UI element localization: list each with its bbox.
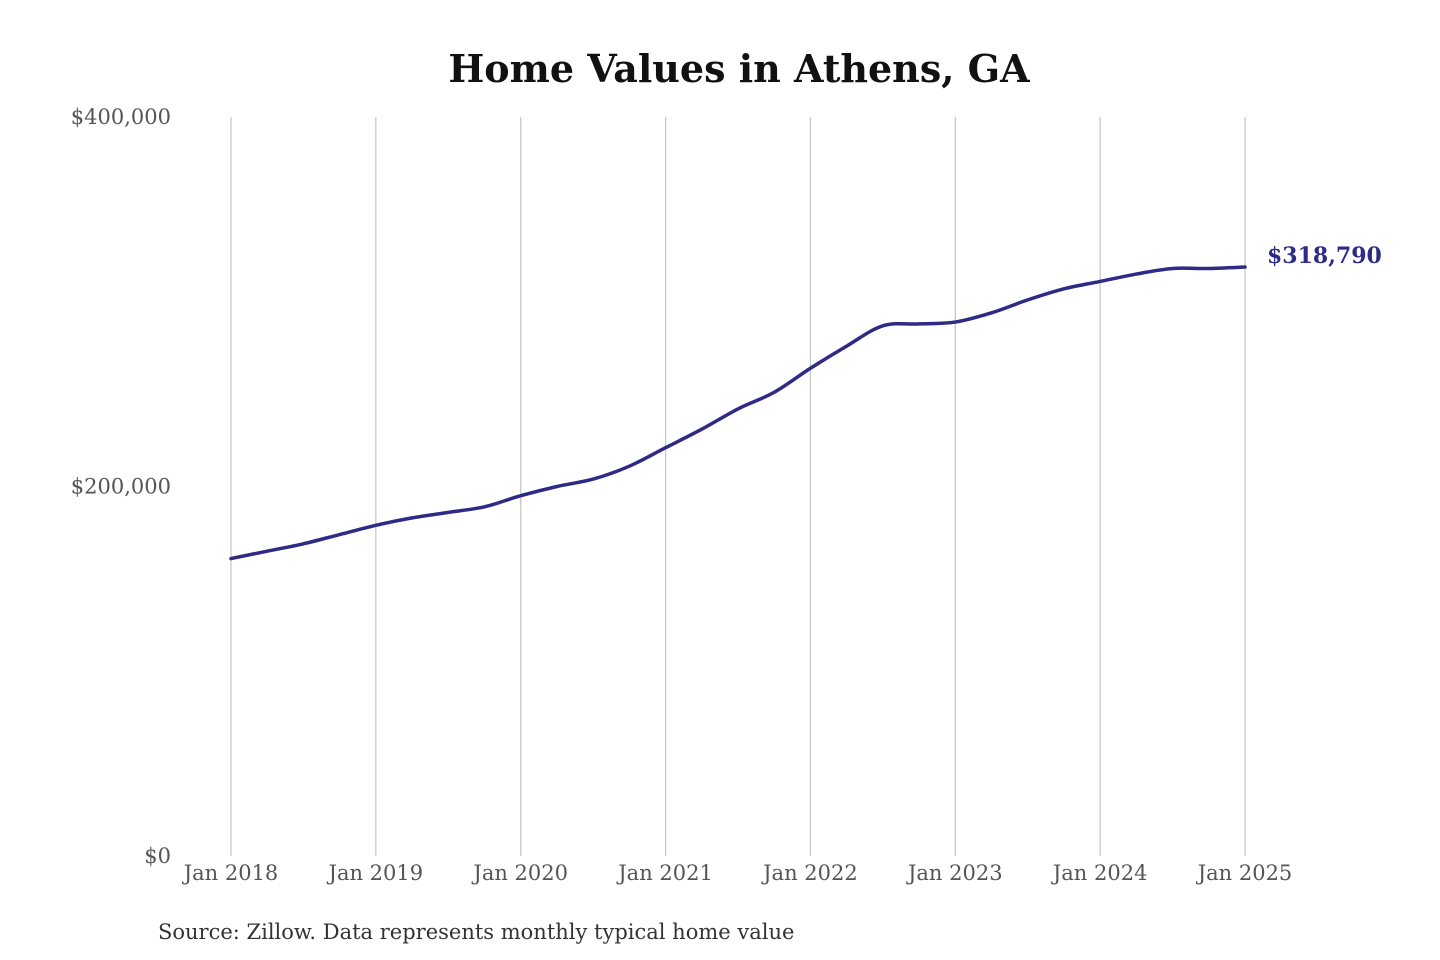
x-tick-label: Jan 2024 <box>1051 861 1148 885</box>
y-tick-label: $200,000 <box>71 475 171 499</box>
x-tick-label: Jan 2025 <box>1196 861 1293 885</box>
y-axis-ticks: $0 $200,000 $400,000 <box>71 105 171 868</box>
x-tick-label: Jan 2020 <box>471 861 568 885</box>
home-value-line <box>229 265 1247 561</box>
latest-value-label: $318,790 <box>1267 243 1382 269</box>
source-note: Source: Zillow. Data represents monthly … <box>158 920 794 944</box>
x-tick-label: Jan 2018 <box>182 861 279 885</box>
x-axis-ticks: Jan 2018 Jan 2019 Jan 2020 Jan 2021 Jan 2022… <box>182 861 1293 885</box>
y-tick-label: $0 <box>144 844 171 868</box>
x-tick-label: Jan 2019 <box>327 861 424 885</box>
x-tick-label: Jan 2023 <box>906 861 1003 885</box>
y-tick-label: $400,000 <box>71 105 171 129</box>
x-tick-label: Jan 2022 <box>761 861 858 885</box>
chart-title: Home Values in Athens, GA <box>448 46 1030 91</box>
x-tick-label: Jan 2021 <box>616 861 713 885</box>
vertical-gridlines <box>230 117 1246 856</box>
